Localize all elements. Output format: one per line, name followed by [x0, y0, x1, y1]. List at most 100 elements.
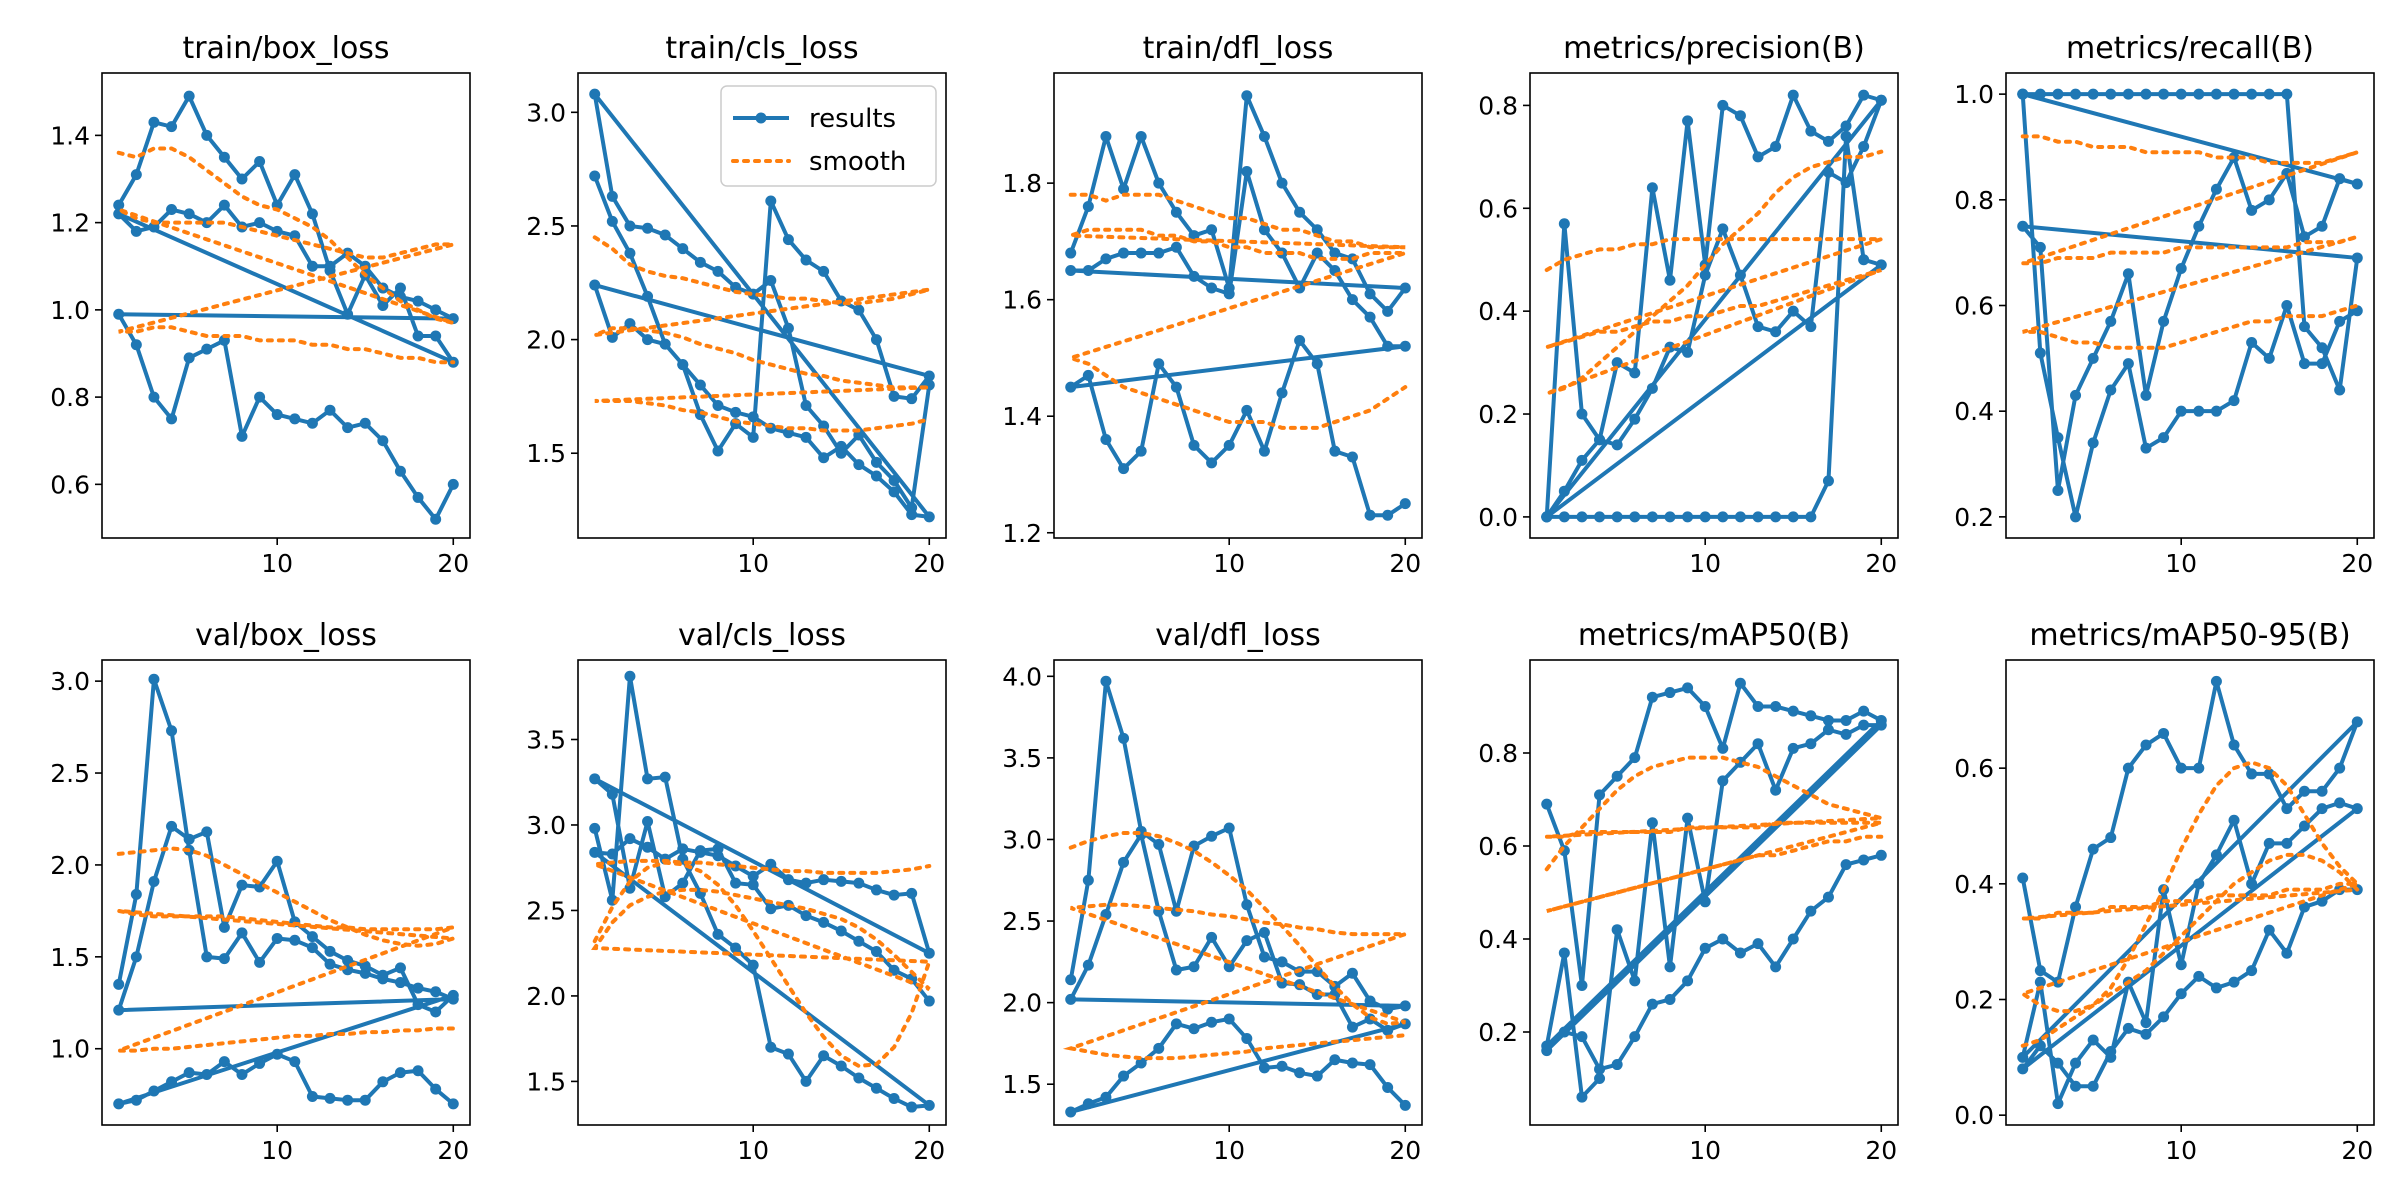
plot-area	[1064, 90, 1411, 521]
results-point	[835, 925, 847, 937]
results-point	[1699, 511, 1711, 523]
results-line	[116, 677, 456, 1106]
results-point	[642, 816, 654, 828]
results-point	[1840, 728, 1852, 740]
x-tick-label: 20	[1389, 549, 1421, 578]
results-point	[2070, 88, 2082, 100]
results-point	[730, 877, 742, 889]
y-tick-label: 4.0	[1002, 662, 1042, 691]
y-tick-label: 0.4	[1954, 397, 1994, 426]
x-tick-label: 10	[261, 549, 293, 578]
results-point	[166, 413, 178, 425]
results-point	[2105, 315, 2117, 327]
results-point	[183, 833, 195, 845]
x-tick-label: 10	[737, 549, 769, 578]
results-point	[1858, 89, 1870, 101]
results-point	[1875, 259, 1887, 271]
results-point	[2034, 88, 2046, 100]
axes-frame	[101, 72, 471, 539]
y-tick-label: 1.2	[50, 209, 90, 238]
results-point	[1118, 183, 1130, 195]
results-point	[1135, 247, 1147, 259]
smooth-line	[592, 235, 932, 433]
results-point	[166, 1076, 178, 1088]
results-point	[201, 951, 213, 963]
y-tick-label: 2.5	[1002, 907, 1042, 936]
results-point	[130, 888, 142, 900]
results-point	[1664, 961, 1676, 973]
results-point	[870, 456, 882, 468]
results-point	[1558, 218, 1570, 230]
results-point	[1311, 1070, 1323, 1082]
results-point	[1752, 701, 1764, 712]
subplot-train-dfl-loss: train/dfl_loss 10 20 1.2 1.4 1.6 1.8	[1002, 31, 1423, 578]
results-point	[1346, 967, 1358, 979]
axes-frame	[1529, 72, 1899, 539]
results-point	[1223, 961, 1235, 973]
results-point	[2316, 803, 2328, 815]
results-point	[113, 1098, 125, 1110]
results-point	[2122, 88, 2134, 100]
results-point	[324, 945, 336, 957]
legend: results smooth	[720, 85, 937, 187]
results-point	[1153, 247, 1165, 259]
results-point	[1276, 1060, 1288, 1072]
results-point	[412, 295, 424, 307]
results-point	[1188, 1023, 1200, 1035]
results-point	[1576, 454, 1588, 466]
results-point	[394, 962, 406, 974]
results-point	[1699, 269, 1711, 281]
y-tick-label: 0.4	[1954, 870, 1994, 899]
x-tick-label: 20	[913, 1136, 945, 1165]
results-point	[324, 404, 336, 416]
legend-results-label: results	[809, 104, 896, 134]
results-point	[1576, 980, 1588, 991]
y-tick-label: 0.2	[1954, 503, 1994, 532]
results-point	[1558, 511, 1570, 523]
results-point	[271, 409, 283, 421]
results-point	[1258, 131, 1270, 143]
results-point	[800, 254, 812, 266]
results-point	[1664, 993, 1676, 1005]
results-point	[1734, 947, 1746, 959]
subplot-metrics-map50-95-b: metrics/mAP50-95(B) 10 20 0.0 0.2 0.4 0.6	[1954, 618, 2375, 1165]
results-point	[1576, 1031, 1588, 1043]
results-point	[1646, 182, 1658, 194]
y-tick-label: 3.5	[1002, 744, 1042, 773]
results-point	[1294, 1067, 1306, 1079]
results-point	[1541, 1045, 1553, 1057]
axes-frame	[577, 659, 947, 1126]
x-tick-label: 10	[2165, 1136, 2197, 1165]
results-point	[1276, 387, 1288, 399]
results-point	[218, 151, 230, 163]
results-point	[201, 129, 213, 141]
results-point	[1082, 265, 1094, 277]
results-point	[2281, 947, 2293, 959]
results-point	[712, 265, 724, 277]
results-point	[1346, 1021, 1358, 1033]
results-point	[2281, 803, 2293, 815]
results-point	[130, 951, 142, 963]
results-point	[747, 288, 759, 300]
results-point	[2070, 1080, 2082, 1092]
results-point	[1805, 125, 1817, 137]
results-point	[1717, 99, 1729, 111]
results-point	[1840, 120, 1852, 132]
subplot-val-dfl-loss: val/dfl_loss 10 20 1.5 2.0 2.5 3.0 3.5 4.0	[1002, 618, 1423, 1165]
results-point	[677, 877, 689, 889]
results-point	[1188, 961, 1200, 973]
results-point	[166, 121, 178, 133]
y-tick-label: 1.6	[1002, 286, 1042, 315]
results-point	[1822, 475, 1834, 487]
y-tick-label: 1.0	[50, 1035, 90, 1064]
y-tick-label: 0.8	[50, 383, 90, 412]
results-point	[835, 1060, 847, 1072]
results-point	[289, 230, 301, 242]
results-point	[412, 330, 424, 342]
smooth-line	[1544, 755, 1884, 914]
results-point	[1787, 511, 1799, 523]
results-point	[1770, 511, 1782, 523]
results-point	[1241, 899, 1253, 911]
results-point	[1611, 439, 1623, 451]
results-point	[2334, 384, 2346, 396]
